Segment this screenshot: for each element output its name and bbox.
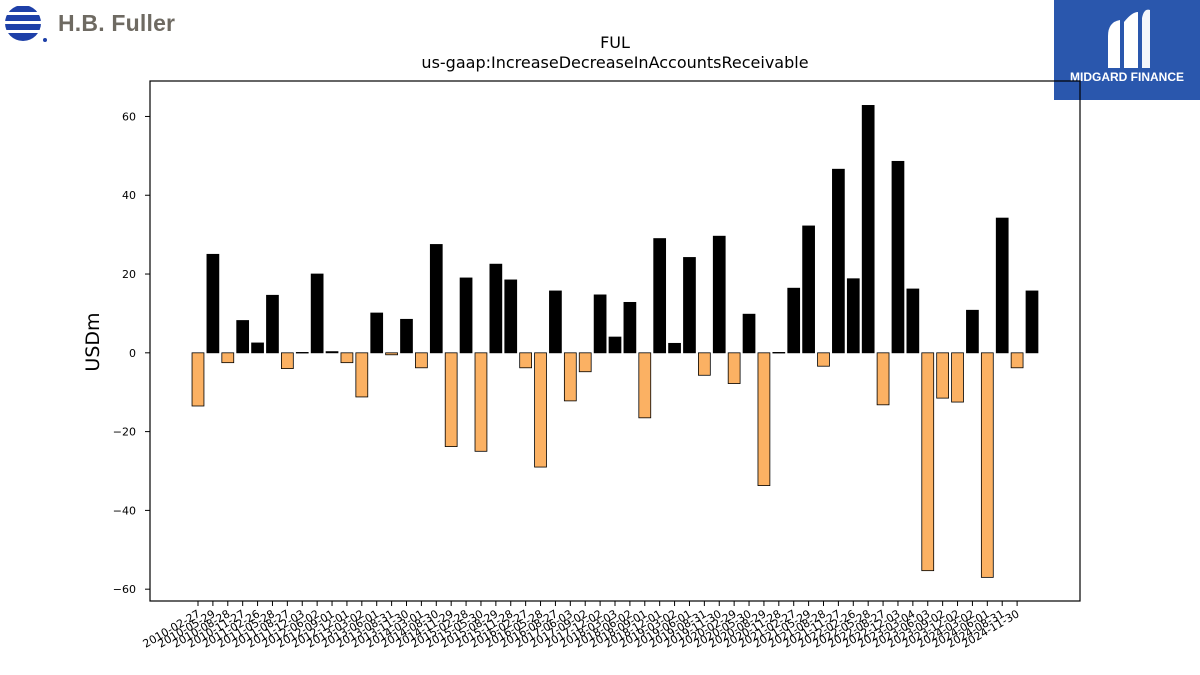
bar-2024-08-31 [995,217,1009,354]
bar-2012-06-02 [310,273,324,354]
y-axis: −60 −40 −20 0 20 40 60 [113,110,150,596]
bar-2017-06-03 [563,352,577,402]
bar-2018-09-01 [638,352,652,419]
chart-title: FUL [600,33,630,52]
bar-2023-03-04 [906,288,920,354]
y-tick-label: 40 [122,189,136,202]
bar-2018-03-03 [608,336,622,354]
bar-2014-03-01 [415,352,428,369]
bar-2020-08-29 [757,352,771,486]
bar-2022-02-26 [846,278,860,354]
bar-2015-02-28 [459,277,473,354]
bar-2013-08-31 [385,352,398,356]
bar-2011-02-26 [251,342,264,354]
bar-2021-11-27 [832,168,845,354]
bar-2019-11-30 [712,235,726,354]
bar-2024-03-02 [966,309,979,354]
bar-2010-08-28 [221,352,235,364]
bar-2021-02-27 [787,287,801,354]
y-tick-label: 20 [122,268,136,281]
bar-2017-12-02 [593,294,607,354]
y-tick-label: 0 [129,347,136,360]
bar-2016-08-27 [549,290,562,354]
bar-2023-09-02 [936,352,950,399]
bar-2024-06-01 [980,352,994,578]
bar-2019-03-02 [668,342,681,354]
bar-2018-06-02 [623,301,637,354]
bar-2022-12-03 [891,160,905,354]
midgard-finance-logo: MIDGARD FINANCE [1054,0,1200,100]
bar-undefined [1025,290,1039,354]
bar-2021-05-29 [802,225,815,354]
y-tick-label: −20 [113,426,136,439]
hb-fuller-globe-icon [5,5,47,42]
bar-2021-08-28 [817,352,830,367]
bar-2014-11-29 [444,352,458,447]
bar-2011-05-28 [266,294,279,354]
bar-2010-11-27 [236,320,250,354]
bar-2011-08-27 [280,352,294,369]
y-tick-label: 60 [122,110,136,123]
bar-2023-06-03 [921,352,935,572]
bar-2022-05-28 [861,105,875,354]
bar-2020-05-30 [742,313,756,354]
chart-subtitle: us-gaap:IncreaseDecreaseInAccountsReceiv… [421,53,808,72]
bar-2014-08-30 [429,244,443,354]
bar-2011-12-03 [295,352,309,354]
bar-2015-08-29 [489,263,503,354]
bars-group [191,105,1039,578]
hb-fuller-wordmark: H.B. Fuller [58,10,176,36]
plot-frame [149,80,1081,602]
bar-2020-11-28 [772,352,786,354]
bar-2013-03-02 [355,352,369,398]
bar-2022-08-27 [876,352,890,406]
midgard-finance-wordmark: MIDGARD FINANCE [1070,70,1184,84]
bar-2023-12-02 [951,352,964,403]
bar-2018-12-01 [653,238,667,354]
bar-2017-09-02 [578,352,592,373]
bar-2013-06-01 [370,312,384,354]
y-axis-label: USDm [82,312,104,371]
hb-fuller-logo: H.B. Fuller [4,4,204,44]
bar-2013-11-30 [400,318,413,354]
bar-2024-11-30 [1010,352,1024,369]
bar-2016-05-28 [534,352,547,468]
x-axis: 2010-02-272010-05-292010-08-282010-11-27… [141,601,1022,651]
midgard-finance-emblem-icon [1108,9,1150,68]
bar-2016-02-27 [519,352,533,369]
bar-2010-02-27 [191,352,205,407]
bar-2019-06-01 [683,257,696,354]
bar-2020-02-29 [727,352,741,384]
bar-2010-05-29 [206,253,220,354]
bar-2015-11-28 [504,279,518,354]
bar-2015-05-30 [474,352,488,452]
bar-2012-12-01 [340,352,354,364]
bar-2019-08-31 [698,352,711,376]
bar-2012-09-01 [325,351,339,354]
y-tick-label: −40 [113,504,136,517]
y-tick-label: −60 [113,583,136,596]
